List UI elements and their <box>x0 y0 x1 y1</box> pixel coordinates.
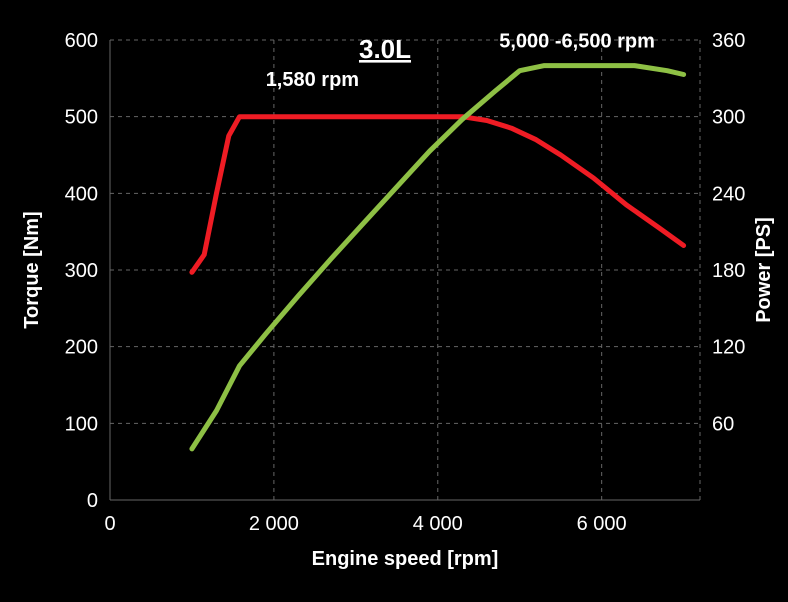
y-left-tick-label: 500 <box>65 107 98 129</box>
y-right-tick-label: 60 <box>712 413 734 435</box>
x-tick-label: 0 <box>104 513 115 535</box>
y-left-tick-label: 600 <box>65 30 98 52</box>
y-left-tick-label: 200 <box>65 337 98 359</box>
y-right-tick-label: 180 <box>712 260 745 282</box>
chart-bg <box>0 0 788 602</box>
x-tick-label: 4 000 <box>413 513 463 535</box>
y-right-tick-label: 120 <box>712 337 745 359</box>
y-left-tick-label: 100 <box>65 413 98 435</box>
y-right-tick-label: 240 <box>712 183 745 205</box>
y-left-axis-label: Torque [Nm] <box>21 211 43 328</box>
annotation-power-peak: 5,000 -6,500 rpm <box>499 31 655 53</box>
annotation-torque-peak: 1,580 rpm <box>266 69 359 91</box>
x-tick-label: 2 000 <box>249 513 299 535</box>
chart-title: 3.0L <box>359 34 411 64</box>
engine-dyno-chart: 0 2 000 4 000 6 000 0 100 200 300 400 500 600 60 120… <box>0 0 788 602</box>
y-left-tick-label: 300 <box>65 260 98 282</box>
y-right-axis-label: Power [PS] <box>753 217 775 323</box>
x-tick-label: 6 000 <box>577 513 627 535</box>
y-left-tick-label: 400 <box>65 183 98 205</box>
y-right-tick-label: 360 <box>712 30 745 52</box>
y-right-tick-label: 300 <box>712 107 745 129</box>
y-left-tick-label: 0 <box>87 490 98 512</box>
x-axis-label: Engine speed [rpm] <box>312 548 499 570</box>
chart-svg: 0 2 000 4 000 6 000 0 100 200 300 400 500 600 60 120… <box>0 0 788 602</box>
